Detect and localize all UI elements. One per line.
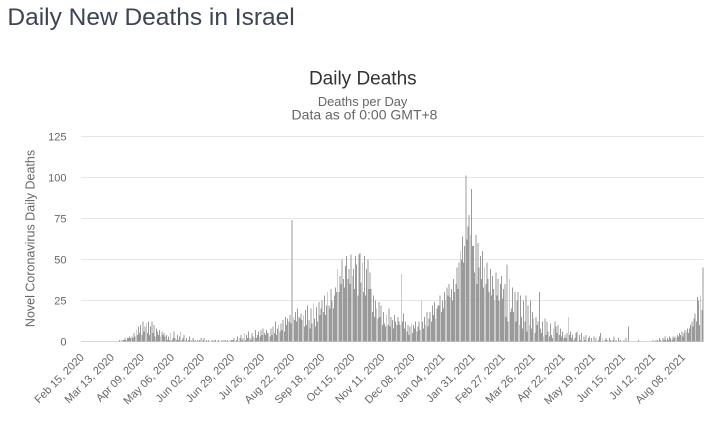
svg-text:25: 25 (54, 295, 66, 307)
svg-text:0: 0 (60, 336, 66, 348)
svg-text:125: 125 (48, 131, 66, 143)
svg-text:Data as of 0:00 GMT+8: Data as of 0:00 GMT+8 (292, 107, 438, 123)
svg-text:Novel Coronavirus Daily Deaths: Novel Coronavirus Daily Deaths (24, 150, 38, 327)
svg-text:75: 75 (54, 213, 66, 225)
svg-text:50: 50 (54, 254, 66, 266)
svg-text:100: 100 (48, 172, 66, 184)
svg-text:Deaths per Day: Deaths per Day (318, 94, 408, 109)
svg-text:Daily Deaths: Daily Deaths (309, 69, 417, 90)
